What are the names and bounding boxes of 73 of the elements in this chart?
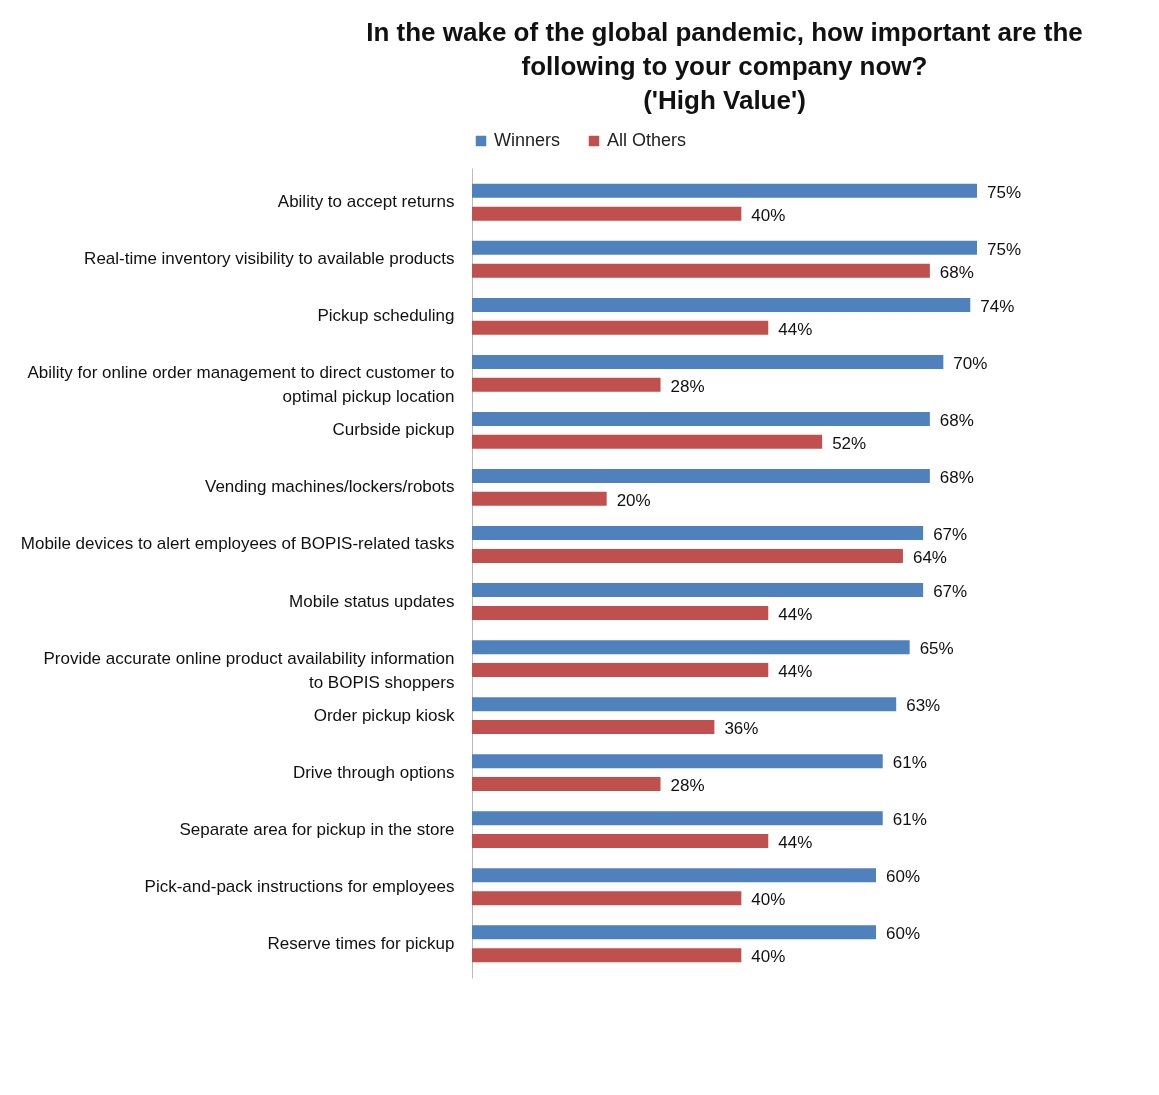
y-tick-label: Provide accurate online product availability information to BOPIS shoppers: [43, 648, 455, 692]
bar: [472, 377, 661, 392]
data-label: 28%: [670, 776, 705, 796]
data-label: 44%: [778, 833, 813, 853]
y-tick-label: Separate area for pickup in the store: [179, 819, 455, 839]
y-tick-label: Ability for online order management to direct customer to optimal pickup location: [27, 363, 455, 407]
bar: [472, 526, 924, 541]
data-label: 61%: [892, 753, 927, 773]
bar: [472, 240, 977, 255]
y-tick-label: Curbside pickup: [332, 420, 455, 440]
bar: [472, 925, 876, 940]
data-label: 44%: [778, 604, 813, 624]
y-tick-label: Vending machines/lockers/robots: [205, 477, 455, 497]
bar: [472, 297, 971, 312]
bar: [472, 720, 715, 735]
data-label: 44%: [778, 319, 813, 339]
bar: [472, 434, 823, 449]
y-tick-label: Mobile status updates: [289, 591, 455, 611]
data-label: 68%: [939, 468, 974, 488]
bar: [472, 491, 607, 506]
bar: [472, 469, 930, 484]
data-label: 40%: [751, 947, 786, 967]
data-label: 28%: [670, 376, 705, 396]
data-label: 61%: [892, 810, 927, 830]
y-tick-label: Real-time inventory visibility to available products: [84, 249, 455, 269]
chart-title: In the wake of the global pandemic, how important are the following to your company now? ('High Value'): [366, 17, 1083, 115]
bar: [472, 320, 769, 335]
bar: [472, 263, 930, 278]
bar: [472, 868, 876, 883]
data-label: 70%: [953, 353, 988, 373]
y-tick-label: Reserve times for pickup: [267, 933, 455, 953]
legend-label: All Others: [607, 130, 687, 150]
data-label: 68%: [939, 262, 974, 282]
bar: [472, 583, 924, 598]
data-label: 60%: [886, 924, 921, 944]
bar: [472, 891, 742, 906]
data-label: 20%: [616, 490, 651, 510]
data-label: 40%: [751, 205, 786, 225]
bar: [472, 662, 769, 677]
legend-label: Winners: [494, 130, 561, 150]
bar: [472, 605, 769, 620]
y-tick-label: Pickup scheduling: [317, 306, 455, 326]
bar: [472, 697, 897, 712]
data-label: 64%: [912, 547, 947, 567]
bar: [472, 411, 930, 426]
bar: [472, 777, 661, 792]
data-label: 67%: [933, 525, 968, 545]
bar: [472, 640, 910, 655]
y-tick-label: Drive through options: [292, 762, 455, 782]
data-label: 75%: [987, 182, 1022, 202]
bar: [472, 811, 883, 826]
bar: [472, 834, 769, 849]
y-tick-label: Order pickup kiosk: [313, 705, 455, 725]
bar: [472, 754, 883, 769]
data-label: 40%: [751, 890, 786, 910]
y-tick-label: Ability to accept returns: [277, 192, 455, 212]
data-label: 74%: [980, 296, 1015, 316]
data-label: 75%: [987, 239, 1022, 259]
data-label: 52%: [832, 433, 867, 453]
data-label: 68%: [939, 410, 974, 430]
data-label: 36%: [724, 719, 759, 739]
bar: [472, 183, 977, 198]
bar: [472, 354, 944, 369]
data-label: 44%: [778, 661, 813, 681]
y-tick-label: Pick-and-pack instructions for employees: [144, 876, 455, 896]
bar: [472, 548, 903, 563]
bar: [472, 948, 742, 963]
y-tick-label: Mobile devices to alert employees of BOPIS-related tasks: [20, 534, 455, 554]
data-label: 60%: [886, 867, 921, 887]
data-label: 67%: [933, 582, 968, 602]
data-label: 63%: [906, 696, 941, 716]
data-label: 65%: [919, 639, 954, 659]
bar: [472, 206, 742, 221]
